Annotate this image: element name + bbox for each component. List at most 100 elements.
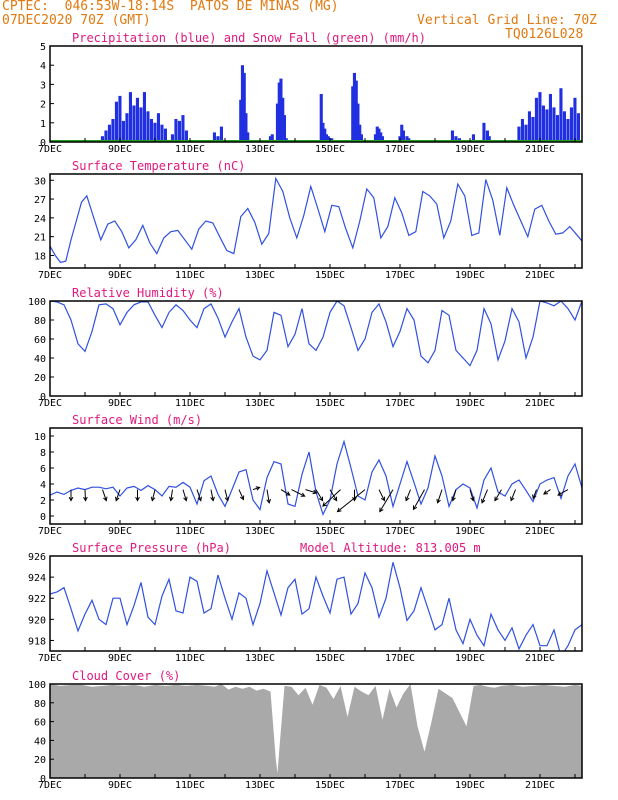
y-tick-label: 10 [34, 432, 46, 443]
x-tick-label: 13DEC [245, 398, 275, 409]
precip-bar [270, 134, 274, 142]
precip-bar [534, 97, 538, 142]
y-tick-label: 922 [28, 594, 46, 605]
precip-bar [352, 72, 356, 142]
wind-arrow [315, 489, 324, 501]
y-tick-label: 4 [40, 480, 46, 491]
precip-bar [242, 72, 246, 142]
y-tick-label: 100 [28, 680, 46, 691]
wind-arrow-head [169, 496, 174, 502]
wind-arrow-head [532, 494, 537, 500]
x-tick-label: 21DEC [525, 526, 555, 537]
precip-bar [401, 130, 405, 142]
wind-arrow [337, 489, 366, 512]
wind-arrow-head [336, 507, 342, 513]
wind-arrow [238, 489, 244, 500]
wind-arrow [102, 489, 107, 501]
panel-4 [49, 555, 583, 652]
wind-arrow [378, 489, 385, 501]
x-tick-label: 21DEC [525, 780, 555, 791]
precip-bar [548, 94, 552, 142]
wind-arrow-head [557, 491, 563, 496]
y-tick-label: 5 [40, 42, 46, 53]
wind-arrow-head [352, 496, 357, 502]
x-tick-label: 17DEC [385, 144, 415, 155]
panel-title: Surface Temperature (nC) [72, 159, 245, 173]
wind-arrow-head [451, 496, 456, 502]
precip-bar [239, 99, 243, 142]
wind-arrow-head [510, 496, 515, 502]
precip-bar [356, 103, 360, 142]
x-tick-label: 7DEC [38, 270, 62, 281]
precip-bar [153, 122, 157, 142]
x-tick-label: 9DEC [108, 526, 132, 537]
series-line [50, 439, 582, 517]
y-tick-label: 1 [40, 119, 46, 130]
precip-bar [177, 120, 181, 142]
x-tick-label: 17DEC [385, 270, 415, 281]
precip-bar [244, 113, 248, 142]
wind-arrow [84, 489, 86, 501]
precip-bar [163, 128, 167, 142]
y-tick-label: 926 [28, 552, 46, 563]
precip-bar [359, 134, 363, 142]
precip-bar [160, 124, 164, 142]
precip-bar [281, 97, 285, 142]
precip-bar [555, 115, 559, 142]
precip-bar [125, 113, 129, 142]
wind-arrow [322, 489, 341, 507]
wind-arrow [280, 489, 291, 496]
precip-bar [400, 124, 404, 142]
station-header: CPTEC: 046:53W-18:14S PATOS DE MINAS (MG… [2, 0, 339, 14]
precip-bar [246, 132, 250, 142]
x-tick-label: 17DEC [385, 398, 415, 409]
wind-arrow [182, 489, 187, 501]
precip-bar [471, 134, 475, 142]
x-tick-label: 13DEC [245, 653, 275, 664]
x-tick-label: 11DEC [175, 653, 205, 664]
panel-frame [49, 173, 583, 269]
precip-bar [219, 126, 223, 142]
wind-arrow-head [413, 505, 418, 511]
x-tick-label: 21DEC [525, 144, 555, 155]
precip-bar [531, 117, 535, 142]
precip-bar [326, 136, 330, 142]
panel-3 [49, 427, 583, 525]
precip-bar [351, 86, 355, 142]
precip-bar [100, 136, 104, 142]
wind-arrow-head [481, 498, 486, 504]
wind-arrow-head [210, 496, 215, 502]
x-tick-label: 13DEC [245, 270, 275, 281]
wind-arrow [510, 489, 516, 501]
panel-2 [49, 300, 583, 397]
wind-arrow-head [300, 492, 306, 497]
y-tick-label: 21 [34, 233, 46, 244]
y-tick-label: 30 [34, 176, 46, 187]
precip-bar [405, 136, 409, 142]
wind-arrow-head [322, 502, 327, 507]
panel-5 [49, 683, 583, 779]
wind-arrow-head [115, 496, 120, 502]
wind-arrow [252, 486, 260, 491]
precip-bar [135, 97, 139, 142]
wind-arrow [437, 489, 443, 503]
x-tick-label: 15DEC [315, 526, 345, 537]
wind-arrow [170, 489, 173, 501]
wind-arrow-head [150, 496, 156, 502]
wind-arrow-head [312, 489, 318, 495]
wind-arrow [413, 489, 425, 510]
precip-bar [562, 111, 566, 142]
wind-arrow [557, 489, 569, 496]
precip-bar [114, 101, 118, 142]
wind-arrow [379, 489, 394, 512]
y-tick-label: 40 [34, 736, 46, 747]
y-tick-label: 18 [34, 251, 46, 262]
precip-bar [279, 78, 283, 142]
precip-bar [541, 105, 545, 142]
y-tick-label: 920 [28, 615, 46, 626]
model-code: TQ0126L028 [505, 27, 584, 42]
series-line [50, 562, 582, 651]
precip-bar [111, 119, 115, 142]
wind-arrow-head [332, 496, 338, 502]
